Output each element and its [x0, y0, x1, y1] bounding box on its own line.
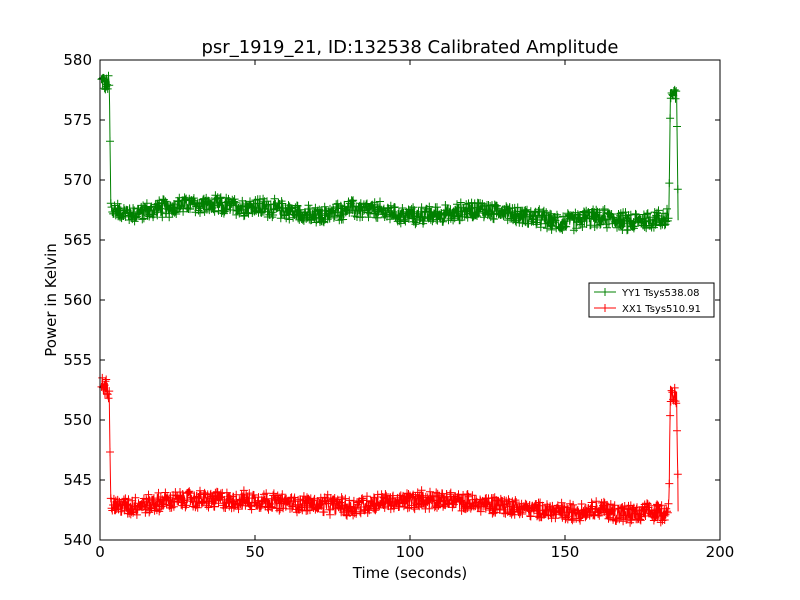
series-xx1	[97, 373, 682, 527]
legend-label: YY1 Tsys538.08	[621, 288, 700, 299]
y-tick-label: 560	[63, 291, 92, 309]
chart-title: psr_1919_21, ID:132538 Calibrated Amplit…	[201, 37, 618, 58]
x-tick-label: 100	[396, 543, 425, 561]
series-markers	[97, 373, 682, 527]
y-tick-label: 575	[63, 111, 92, 129]
legend-item: YY1 Tsys538.08	[594, 288, 700, 299]
y-tick-label: 540	[63, 531, 92, 549]
legend-item: XX1 Tsys510.91	[594, 304, 701, 315]
y-tick-label: 555	[63, 351, 92, 369]
legend-marker	[601, 288, 609, 296]
x-tick-label: 50	[245, 543, 264, 561]
series-markers	[97, 71, 682, 235]
legend-label: XX1 Tsys510.91	[622, 304, 701, 315]
y-axis-label: Power in Kelvin	[42, 243, 60, 357]
x-tick-label: 200	[706, 543, 735, 561]
y-tick-label: 565	[63, 231, 92, 249]
series-yy1	[97, 71, 682, 235]
axes-layer: 0 50 100 150 200 540 545 550 555 560 565 570 575 580	[63, 51, 734, 561]
x-axis-label: Time (seconds)	[352, 564, 468, 582]
y-tick-label: 570	[63, 171, 92, 189]
y-tick-label: 545	[63, 471, 92, 489]
legend-box	[588, 282, 715, 318]
y-tick-label: 550	[63, 411, 92, 429]
x-tick-label: 0	[95, 543, 105, 561]
y-tick-label: 580	[63, 51, 92, 69]
legend: YY1 Tsys538.08 XX1 Tsys510.91	[588, 282, 715, 318]
series-layer	[97, 71, 682, 527]
x-tick-label: 150	[551, 543, 580, 561]
legend-marker	[601, 304, 609, 312]
